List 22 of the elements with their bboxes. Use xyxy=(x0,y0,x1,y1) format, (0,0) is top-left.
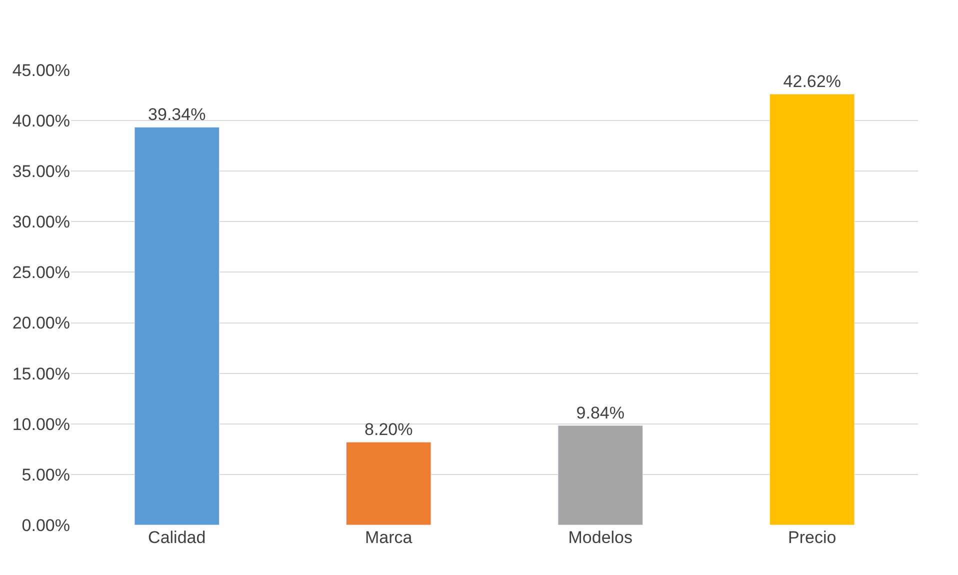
bar xyxy=(134,126,220,525)
data-label: 42.62% xyxy=(783,72,841,92)
x-tick-label: Calidad xyxy=(148,528,206,547)
x-tick-label: Modelos xyxy=(568,528,633,547)
y-tick-label: 35.00% xyxy=(12,162,70,182)
y-tick-label: 15.00% xyxy=(12,364,70,384)
bar xyxy=(770,94,855,525)
y-tick-label: 30.00% xyxy=(12,212,70,232)
y-tick-label: 45.00% xyxy=(12,60,70,80)
bar xyxy=(346,442,432,525)
x-tick-label: Precio xyxy=(788,528,836,547)
data-label: 8.20% xyxy=(364,420,413,440)
y-tick-label: 20.00% xyxy=(12,314,70,333)
y-tick-label: 5.00% xyxy=(22,465,70,484)
bar xyxy=(558,425,643,525)
x-tick-label: Marca xyxy=(365,528,413,547)
y-tick-label: 40.00% xyxy=(12,112,70,131)
y-tick-label: 10.00% xyxy=(12,414,70,434)
data-label: 9.84% xyxy=(576,404,624,423)
y-tick-label: 0.00% xyxy=(22,516,70,535)
y-tick-label: 25.00% xyxy=(12,263,70,282)
data-label: 39.34% xyxy=(148,105,206,124)
